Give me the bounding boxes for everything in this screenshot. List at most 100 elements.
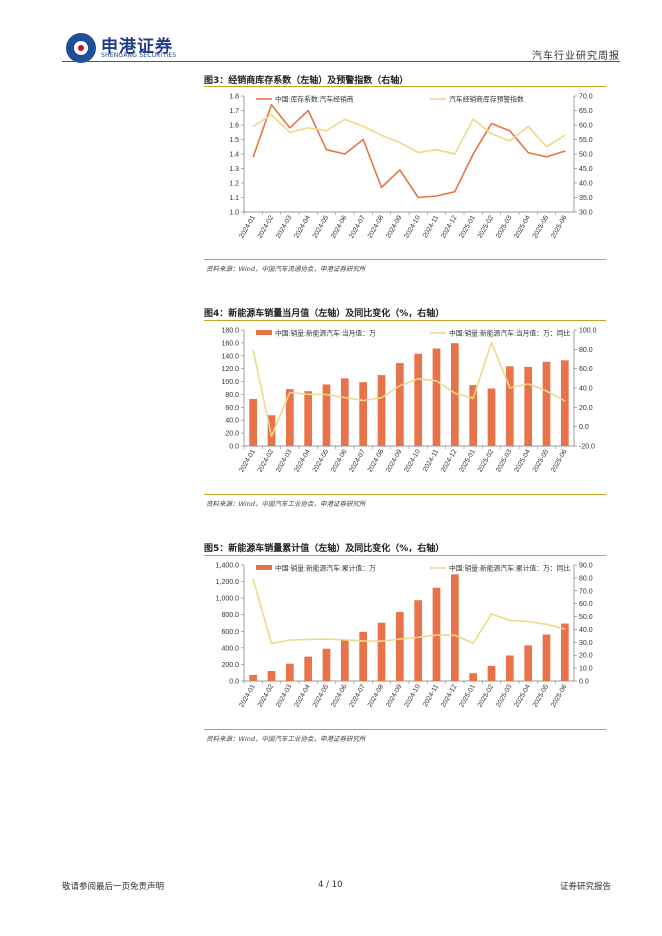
x-tick-label: 2024-08 [367,214,386,239]
line-point-2024-05 [325,638,328,640]
line-point-2024-06 [344,639,346,641]
line-point-2024-07 [362,125,364,128]
left-tick-label: 140.0 [221,353,239,360]
x-tick-label: 2025-05 [532,214,551,239]
x-tick-label: 2024-04 [293,448,312,473]
line-point-2025-02 [490,341,493,344]
left-tick-label: 400.0 [221,645,239,652]
x-tick-label: 2024-08 [367,683,386,708]
fig4-title: 图4：新能源车销量当月值（左轴）及同比变化（%，右轴） [204,309,445,319]
fig4-source: 资料来源：Wind，中国汽车工业协会，申港证券研究所 [206,500,366,508]
bar-2024-08 [377,622,386,681]
bar-2024-01 [249,674,258,681]
x-tick-label: 2024-07 [348,448,367,473]
bar-2025-02 [487,388,496,446]
left-tick-label: 1.3 [229,166,239,173]
left-tick-label: 800.0 [221,612,239,619]
fig5-bottom-rule [204,729,606,730]
x-tick-label: 2025-01 [458,448,477,473]
line-point-2024-10 [417,196,419,199]
line-point-2025-01 [472,118,474,120]
line-point-2024-12 [454,392,456,394]
line-point-2024-10 [417,378,419,380]
bar-2025-01 [469,673,478,681]
legend-label: 中国:销量:新能源汽车:累计值：万 [275,564,376,573]
bar-2025-03 [505,366,514,446]
x-tick-label: 2024-02 [257,683,276,708]
left-tick-label: 1,400.0 [216,563,239,570]
x-tick-label: 2024-01 [238,448,257,473]
bar-2024-05 [322,384,331,446]
x-tick-label: 2025-01 [458,214,477,239]
left-tick-label: 120.0 [221,366,239,373]
line-point-2024-05 [325,393,328,396]
x-tick-label: 2025-05 [532,448,551,473]
x-tick-label: 2024-01 [238,214,257,239]
bar-2024-06 [340,640,349,681]
line-point-2024-12 [454,191,456,193]
right-tick-label: 90.0 [579,563,593,570]
x-tick-label: 2025-02 [477,448,496,473]
line-point-2025-02 [490,133,493,135]
right-tick-label: 60.0 [579,123,593,130]
line-point-2025-04 [527,151,529,154]
series-line-1 [252,341,566,437]
bar-2024-11 [432,348,441,446]
right-tick-label: 45.0 [579,166,593,173]
legend-label: 中国:销量:新能源汽车:累计值：万：同比 [449,564,570,573]
x-tick-label: 2024-12 [440,448,459,473]
line-point-2024-07 [362,640,364,642]
fig3-source: 资料来源：Wind，中国汽车流通协会，申港证券研究所 [206,265,366,273]
x-tick-label: 2024-08 [367,448,386,473]
right-tick-label: 0.0 [579,679,589,686]
line-point-2024-07 [362,399,364,402]
right-tick-label: 40.0 [579,386,593,393]
line-point-2024-02 [270,114,273,116]
bar-2024-10 [414,600,423,681]
bar-2025-04 [524,645,533,681]
x-tick-label: 2024-10 [403,214,422,239]
line-point-2024-07 [362,138,364,141]
x-tick-label: 2024-03 [275,448,294,473]
line-point-2025-02 [490,122,493,125]
line-point-2024-02 [270,104,273,106]
x-tick-label: 2024-05 [312,214,331,239]
right-tick-label: 55.0 [579,137,593,144]
x-tick-label: 2024-01 [238,683,257,708]
bar-2024-10 [414,353,423,446]
left-tick-label: 1.5 [229,137,239,144]
left-tick-label: 160.0 [221,340,239,347]
line-point-2025-05 [545,390,548,392]
line-point-2024-03 [289,127,291,129]
report-type-label: 汽车行业研究周报 [532,51,620,62]
x-tick-label: 2024-11 [422,214,440,239]
bar-2025-05 [542,361,551,446]
line-point-2025-06 [564,134,566,136]
right-tick-label: 70.0 [579,588,593,595]
line-point-2024-06 [344,153,346,155]
x-tick-label: 2024-06 [330,448,349,473]
legend-swatch-bar [256,330,272,335]
line-point-2024-05 [325,149,328,151]
left-tick-label: 40.0 [225,418,239,425]
x-tick-label: 2025-02 [477,683,496,708]
line-point-2024-10 [417,151,419,154]
brand-name-en: SHENGANG SECURITIES [101,52,177,59]
left-tick-label: 1,000.0 [216,596,239,603]
line-point-2025-03 [509,130,511,132]
right-tick-label: 20.0 [579,405,593,412]
fig5-source: 资料来源：Wind，中国汽车工业协会，申港证券研究所 [206,735,366,743]
fig5-title: 图5：新能源车销量累计值（左轴）及同比变化（%，右轴） [204,544,445,554]
x-tick-label: 2024-03 [275,214,294,239]
left-tick-label: 1.1 [229,195,239,202]
line-point-2025-06 [564,150,566,152]
line-point-2024-08 [380,397,383,399]
line-point-2024-12 [454,634,456,636]
x-tick-label: 2024-05 [312,683,331,708]
line-point-2024-09 [399,638,401,640]
left-tick-label: 200.0 [221,662,239,669]
bar-2024-02 [267,670,276,681]
line-point-2024-09 [399,141,401,143]
line-point-2024-11 [435,634,438,636]
right-tick-label: 30.0 [579,210,593,217]
